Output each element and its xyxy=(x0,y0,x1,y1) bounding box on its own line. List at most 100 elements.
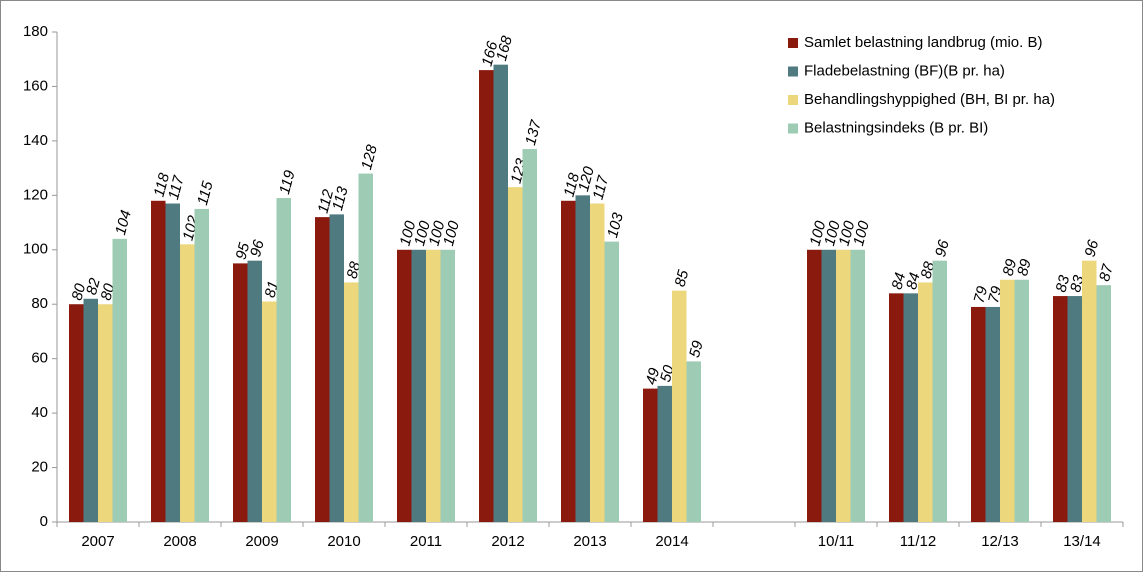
x-tick-label: 12/13 xyxy=(981,533,1019,550)
bar xyxy=(165,203,180,522)
bar xyxy=(329,214,344,522)
bar xyxy=(807,249,822,522)
bar xyxy=(493,64,508,523)
bar xyxy=(233,263,248,522)
bar xyxy=(918,282,933,522)
bar xyxy=(575,195,590,523)
value-label: 85 xyxy=(672,268,693,289)
bar xyxy=(69,304,84,522)
value-label: 100 xyxy=(426,219,449,248)
bar xyxy=(604,241,619,522)
bar xyxy=(672,290,687,522)
bar xyxy=(850,249,865,522)
y-tick-label: 120 xyxy=(23,186,48,203)
legend-label: Samlet belastning landbrug (mio. B) xyxy=(804,34,1042,51)
value-label: 168 xyxy=(493,34,516,63)
bar xyxy=(262,301,277,522)
x-tick-label: 2007 xyxy=(81,533,114,550)
value-label: 118 xyxy=(561,171,584,199)
bar xyxy=(522,149,537,523)
value-label: 128 xyxy=(358,142,381,171)
value-label: 100 xyxy=(836,219,859,248)
y-tick-label: 180 xyxy=(23,23,48,40)
legend-label: Behandlingshyppighed (BH, BI pr. ha) xyxy=(804,91,1055,108)
x-tick-label: 2013 xyxy=(573,533,606,550)
value-label: 100 xyxy=(850,219,873,248)
legend-swatch xyxy=(788,95,798,105)
value-label: 84 xyxy=(889,271,910,292)
bar xyxy=(315,217,330,522)
bar xyxy=(932,260,947,522)
bar xyxy=(1096,285,1111,522)
value-label: 100 xyxy=(397,219,420,248)
value-label: 89 xyxy=(1000,257,1021,278)
value-label: 100 xyxy=(411,219,434,248)
value-label: 103 xyxy=(604,210,627,239)
bar xyxy=(561,200,576,522)
value-label: 79 xyxy=(971,284,992,305)
value-label: 118 xyxy=(151,171,174,199)
y-tick-label: 40 xyxy=(31,404,48,421)
value-label: 49 xyxy=(643,366,664,387)
x-tick-label: 2014 xyxy=(655,533,688,550)
legend-swatch xyxy=(788,123,798,134)
value-label: 100 xyxy=(821,219,844,248)
y-tick-label: 60 xyxy=(31,350,48,367)
value-label: 59 xyxy=(686,338,707,359)
x-tick-label: 2010 xyxy=(327,533,360,550)
value-label: 112 xyxy=(315,187,338,215)
value-label: 96 xyxy=(932,238,953,259)
bar xyxy=(985,306,1000,522)
x-tick-label: 2008 xyxy=(163,533,196,550)
bar xyxy=(344,282,359,522)
value-label: 96 xyxy=(247,238,268,259)
value-label: 166 xyxy=(479,39,502,68)
value-label: 100 xyxy=(807,219,830,248)
bar xyxy=(426,249,441,522)
bar xyxy=(397,249,412,522)
bar xyxy=(971,306,986,522)
value-label: 137 xyxy=(522,118,545,147)
bar xyxy=(643,388,658,522)
value-label: 104 xyxy=(112,208,135,237)
y-tick-label: 80 xyxy=(31,295,48,312)
value-label: 100 xyxy=(440,219,463,248)
bar xyxy=(194,208,209,522)
value-label: 80 xyxy=(69,281,90,302)
value-label: 89 xyxy=(1014,257,1035,278)
value-label: 119 xyxy=(276,168,299,196)
bar xyxy=(508,187,523,522)
bar xyxy=(479,70,494,522)
legend-label: Belastningsindeks (B pr. BI) xyxy=(804,119,988,136)
bar xyxy=(411,249,426,522)
bar xyxy=(358,173,373,523)
value-label: 82 xyxy=(83,276,104,297)
x-tick-label: 10/11 xyxy=(818,533,854,550)
legend-swatch xyxy=(788,38,798,48)
x-tick-label: 11/12 xyxy=(900,533,936,550)
bar xyxy=(889,293,904,522)
bar xyxy=(1014,279,1029,522)
bar xyxy=(590,203,605,522)
value-label: 117 xyxy=(165,173,188,201)
bar xyxy=(276,198,291,523)
bar xyxy=(247,260,262,522)
value-label: 115 xyxy=(194,179,217,207)
y-tick-label: 160 xyxy=(23,77,48,94)
y-tick-label: 0 xyxy=(40,513,48,530)
bar xyxy=(1053,296,1068,522)
bar xyxy=(836,249,851,522)
value-label: 95 xyxy=(233,240,254,261)
value-label: 87 xyxy=(1096,262,1117,283)
bar xyxy=(1082,260,1097,522)
legend-label: Fladebelastning (BF)(B pr. ha) xyxy=(804,62,1005,79)
legend-swatch xyxy=(788,66,798,77)
bar xyxy=(903,293,918,522)
value-label: 96 xyxy=(1082,238,1103,259)
bar xyxy=(657,385,672,522)
bar xyxy=(112,238,127,522)
value-label: 113 xyxy=(329,184,352,212)
y-tick-label: 140 xyxy=(23,132,48,149)
x-tick-label: 2009 xyxy=(245,533,278,550)
